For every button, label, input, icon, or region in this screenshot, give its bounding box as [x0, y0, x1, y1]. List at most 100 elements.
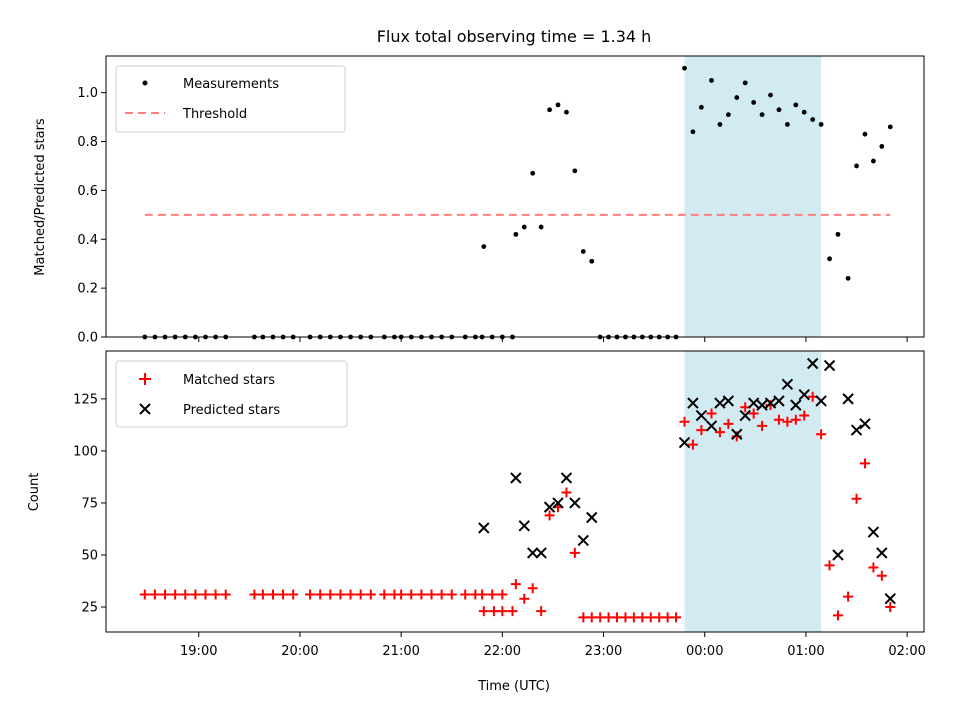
measurement-point-72	[818, 122, 824, 127]
predicted-star-point-22	[773, 395, 785, 407]
matched-star-point-21	[379, 589, 390, 600]
predicted-star-point-10	[586, 511, 598, 524]
bottom-xtick-label-5: 00:00	[686, 644, 723, 659]
predicted-star-point-34	[876, 547, 888, 559]
matched-star-point-29	[460, 589, 471, 600]
predicted-star-point-16	[722, 395, 735, 407]
matched-star-point-36	[497, 606, 508, 617]
predicted-star-point-5	[543, 501, 556, 513]
predicted-star-point-23	[781, 378, 794, 391]
predicted-star-point-33	[867, 526, 880, 538]
measurement-point-73	[827, 256, 832, 262]
matched-star-point-23	[396, 589, 407, 600]
observing-window-bottom	[684, 351, 822, 632]
bottom-ytick-label-1: 50	[81, 548, 98, 563]
matched-star-point-48	[595, 612, 606, 623]
matched-star-point-11	[267, 589, 278, 600]
matched-star-point-72	[799, 410, 810, 421]
matched-star-point-59	[687, 439, 698, 450]
predicted-star-point-7	[560, 472, 573, 484]
top-ytick-label-0: 0.0	[77, 331, 98, 346]
measurement-point-71	[810, 117, 816, 122]
matched-star-point-50	[612, 612, 623, 623]
matched-star-point-1	[149, 589, 160, 600]
matched-star-point-81	[876, 570, 887, 581]
matched-star-point-60	[696, 425, 707, 436]
matched-star-point-61	[706, 408, 717, 419]
measurement-point-79	[879, 144, 885, 149]
predicted-star-point-6	[552, 497, 564, 509]
matched-star-point-70	[782, 416, 793, 427]
predicted-star-point-19	[747, 397, 760, 409]
predicted-star-point-35	[884, 592, 896, 605]
predicted-star-point-25	[798, 389, 810, 401]
predicted-star-point-14	[705, 420, 718, 432]
predicted-star-point-13	[695, 409, 708, 422]
bottom-legend: Matched stars Predicted stars	[115, 360, 348, 428]
top-ylabel: Matched/Predicted stars	[33, 118, 48, 276]
matched-star-point-12	[278, 589, 289, 600]
bottom-xtick-label-2: 21:00	[382, 644, 419, 659]
matched-star-point-27	[436, 589, 447, 600]
measurement-point-58	[698, 104, 704, 110]
measurement-point-69	[793, 102, 799, 108]
measurement-point-59	[709, 78, 714, 83]
x-axis-label: Time (UTC)	[477, 679, 550, 694]
matched-star-point-33	[497, 589, 508, 600]
predicted-star-point-11	[678, 436, 691, 449]
measurement-point-67	[776, 107, 782, 113]
predicted-star-point-32	[859, 418, 871, 430]
bottom-xtick-label-3: 22:00	[484, 644, 521, 659]
matched-star-point-19	[355, 589, 366, 600]
matched-star-point-58	[679, 416, 690, 427]
matched-star-point-18	[345, 589, 356, 600]
predicted-star-point-1	[510, 472, 522, 484]
bottom-xtick-label-7: 02:00	[888, 644, 925, 659]
bottom-ytick-label-4: 125	[73, 392, 98, 407]
predicted-star-point-20	[756, 399, 768, 411]
bottom-xtick-label-6: 01:00	[787, 644, 824, 659]
measurement-point-68	[784, 122, 790, 127]
matched-star-point-31	[477, 589, 488, 600]
measurement-point-57	[690, 129, 696, 135]
measurement-point-36	[513, 231, 519, 237]
bottom-ylabel: Count	[27, 473, 42, 512]
predicted-star-point-30	[842, 393, 854, 405]
matched-star-point-79	[859, 458, 870, 469]
measurement-point-42	[564, 109, 569, 115]
matched-star-point-7	[210, 589, 221, 600]
top-y-axis: 0.0 0.2 0.4 0.6 0.8 1.0	[77, 86, 106, 346]
measurement-point-40	[547, 107, 552, 113]
top-axes-frame	[105, 55, 925, 338]
predicted-star-point-0	[478, 522, 490, 534]
matched-star-point-6	[200, 589, 211, 600]
matched-star-point-28	[446, 589, 457, 600]
matched-star-point-20	[365, 589, 376, 600]
matched-star-point-80	[868, 562, 879, 573]
matched-star-point-25	[416, 589, 427, 600]
legend-predicted-label: Predicted stars	[183, 403, 280, 418]
measurement-point-70	[801, 109, 807, 115]
measurement-point-43	[572, 168, 578, 174]
matched-star-point-38	[510, 579, 521, 590]
matched-star-point-62	[714, 427, 725, 438]
matched-star-point-51	[620, 612, 631, 623]
matched-star-point-39	[519, 593, 530, 604]
measurement-point-64	[751, 100, 757, 105]
matched-star-point-37	[507, 606, 518, 617]
matched-star-point-3	[170, 589, 181, 600]
top-panel: 0.0 0.2 0.4 0.6 0.8 1.0 Matched/Predicted sta…	[33, 55, 925, 346]
matched-star-point-63	[723, 418, 734, 429]
top-ytick-label-3: 0.6	[77, 184, 98, 199]
legend-matched-marker	[139, 373, 151, 385]
measurement-point-74	[835, 231, 841, 237]
matched-star-point-10	[257, 589, 268, 600]
matched-star-point-32	[487, 589, 498, 600]
matched-star-point-15	[315, 589, 326, 600]
legend-predicted-marker	[139, 403, 151, 415]
matched-star-point-54	[645, 612, 656, 623]
matched-star-point-46	[578, 612, 589, 623]
bottom-xtick-label-0: 19:00	[180, 644, 217, 659]
matched-star-point-82	[885, 602, 896, 613]
predicted-star-point-28	[823, 359, 836, 372]
